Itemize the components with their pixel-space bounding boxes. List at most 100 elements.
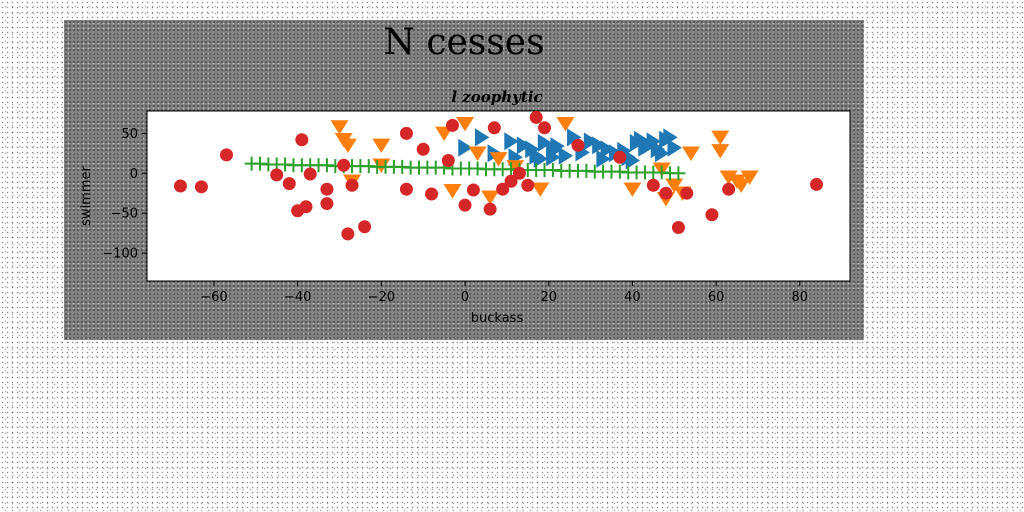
data-point-circle [445, 118, 459, 132]
chart-subtitle: l zoophytic [451, 88, 542, 106]
data-point-circle [341, 227, 355, 241]
data-point-triangle-down [732, 178, 751, 193]
y-tick-label: 0 [130, 167, 138, 182]
data-point-circle [220, 148, 234, 162]
data-point-triangle-down [481, 190, 500, 205]
data-point-circle [295, 133, 309, 147]
data-point-triangle-down [489, 152, 508, 167]
data-point-circle [399, 126, 413, 140]
data-point-triangle-down [740, 170, 759, 185]
chart-figure: N cesses l zoophytic −60 −40 −20 0 20 40 60 80 … [64, 20, 864, 340]
x-tick-label: 0 [461, 290, 469, 305]
x-axis-label: buckass [471, 311, 524, 326]
data-point-triangle-right [533, 149, 548, 168]
y-axis-ticks: 50 0 −50 −100 [102, 127, 147, 262]
data-point-triangle-right [537, 133, 553, 152]
data-point-circle [504, 174, 518, 188]
data-point-triangle-right [625, 151, 641, 170]
data-point-triangle-right [546, 148, 561, 167]
data-point-triangle-right [667, 138, 682, 157]
data-point-circle [496, 182, 510, 196]
x-tick-label: −20 [368, 290, 395, 305]
data-point-circle [270, 168, 284, 182]
data-point-circle [345, 178, 359, 192]
data-point-circle [337, 158, 351, 172]
data-point-triangle-down [468, 146, 487, 161]
data-point-circle [529, 110, 543, 124]
data-point-circle [466, 183, 480, 197]
data-point-circle [646, 178, 660, 192]
data-point-triangle-down [330, 120, 349, 135]
x-tick-label: 40 [624, 290, 641, 305]
x-tick-label: 80 [792, 290, 809, 305]
data-point-triangle-right [516, 136, 532, 155]
chart-title: N cesses [383, 22, 544, 63]
x-tick-label: −40 [284, 290, 311, 305]
data-point-circle [441, 153, 455, 167]
data-point-circle [320, 182, 334, 196]
data-point-circle [416, 142, 430, 156]
data-point-circle [425, 187, 439, 201]
data-point-triangle-down [665, 178, 684, 193]
x-tick-label: 60 [708, 290, 725, 305]
data-point-circle [487, 121, 501, 135]
data-point-triangle-down [531, 182, 550, 197]
data-point-circle [303, 167, 317, 181]
data-point-circle [521, 178, 535, 192]
data-point-circle [538, 121, 552, 135]
data-point-triangle-down [556, 117, 575, 132]
y-tick-label: −100 [102, 247, 138, 262]
data-point-circle [173, 179, 187, 193]
plot-marks [173, 110, 824, 241]
data-point-circle [680, 186, 694, 200]
data-point-circle [483, 202, 497, 216]
plot-area [146, 110, 851, 282]
data-point-triangle-right [475, 128, 490, 147]
data-point-circle [320, 197, 334, 211]
data-point-triangle-down [443, 184, 462, 199]
y-tick-label: −50 [111, 207, 138, 222]
data-point-circle [571, 138, 585, 152]
data-point-triangle-down [711, 130, 730, 145]
data-point-triangle-down [372, 138, 391, 153]
data-point-triangle-right [596, 149, 611, 168]
x-tick-label: 20 [540, 290, 557, 305]
data-point-triangle-down [711, 144, 730, 159]
data-point-triangle-right [504, 132, 519, 151]
data-point-triangle-right [600, 140, 615, 159]
data-point-triangle-right [558, 146, 574, 165]
data-point-triangle-down [338, 138, 357, 153]
data-point-circle [512, 166, 526, 180]
data-point-circle [399, 182, 413, 196]
data-point-circle [810, 177, 824, 191]
data-point-triangle-down [456, 117, 475, 132]
data-point-circle [299, 200, 313, 214]
y-tick-label: 50 [121, 127, 138, 142]
y-axis-label: swimmer [79, 166, 94, 226]
data-point-circle [722, 182, 736, 196]
x-axis-ticks: −60 −40 −20 0 20 40 60 80 [200, 281, 808, 305]
data-point-triangle-down [719, 170, 738, 185]
data-point-triangle-right [550, 137, 565, 156]
data-point-plus [671, 166, 686, 181]
data-point-circle [282, 177, 296, 191]
data-point-triangle-right [583, 132, 599, 151]
data-point-circle [194, 180, 208, 194]
data-point-triangle-right [458, 138, 473, 157]
data-point-circle [458, 198, 472, 212]
data-point-triangle-right [592, 136, 607, 155]
data-point-triangle-right [654, 144, 670, 163]
data-point-triangle-right [663, 128, 678, 147]
data-point-triangle-down [681, 146, 700, 161]
data-point-circle [671, 221, 685, 235]
data-point-triangle-right [634, 130, 649, 149]
data-point-circle [613, 150, 627, 164]
data-point-triangle-right [646, 132, 661, 151]
data-point-triangle-right [567, 128, 582, 147]
data-point-circle [358, 220, 372, 234]
data-point-circle [705, 208, 719, 222]
x-tick-label: −60 [200, 290, 227, 305]
scatter-chart: N cesses l zoophytic −60 −40 −20 0 20 40 60 80 … [79, 22, 851, 326]
data-point-circle [659, 186, 673, 200]
data-point-triangle-down [623, 182, 642, 197]
